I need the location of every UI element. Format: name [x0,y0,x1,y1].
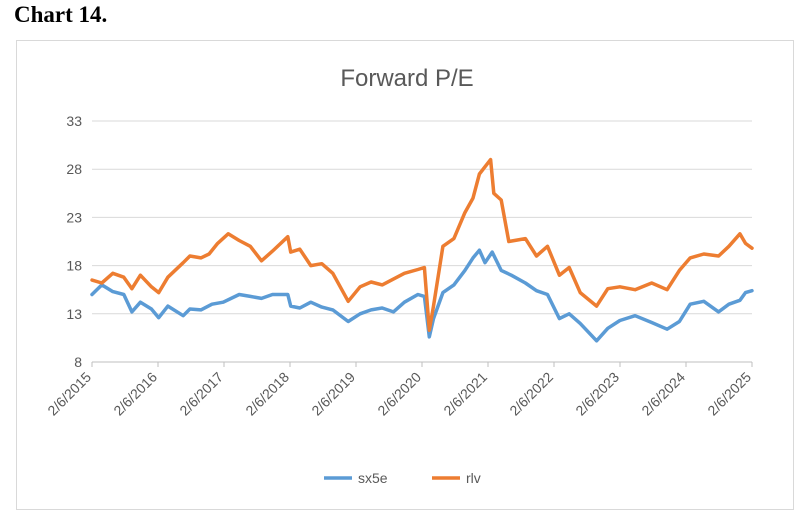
chart-frame [16,40,794,510]
series-line-sx5e [90,248,754,343]
legend-label-sx5e: sx5e [358,470,388,486]
x-tick-label: 2/6/2022 [506,369,556,419]
series-line-rlv [90,157,754,332]
legend-label-rlv: rlv [466,470,481,486]
y-tick-label: 8 [74,354,82,370]
y-tick-label: 33 [66,113,82,129]
y-axis-tick-labels: 8 13 18 23 28 33 [66,113,82,370]
y-tick-label: 18 [66,258,82,274]
x-tick-label: 2/6/2020 [374,369,424,419]
x-tick-label: 2/6/2017 [176,369,226,419]
gridlines [91,120,753,367]
x-tick-label: 2/6/2025 [704,369,754,419]
x-tick-label: 2/6/2021 [440,369,490,419]
legend: sx5e rlv [324,470,481,486]
y-tick-label: 23 [66,209,82,225]
x-tick-label: 2/6/2018 [242,369,292,419]
x-tick-label: 2/6/2023 [572,369,622,419]
series-lines [90,157,754,343]
x-tick-label: 2/6/2019 [308,369,358,419]
y-tick-label: 13 [66,306,82,322]
x-tick-label: 2/6/2024 [638,369,688,419]
y-tick-label: 28 [66,161,82,177]
x-tick-label: 2/6/2015 [44,369,94,419]
x-axis-tick-labels: 2/6/2015 2/6/2016 2/6/2017 2/6/2018 2/6/2019… [44,369,754,419]
x-tick-label: 2/6/2016 [110,369,160,419]
document-heading: Chart 14. [14,2,108,27]
chart-title: Forward P/E [340,65,473,92]
